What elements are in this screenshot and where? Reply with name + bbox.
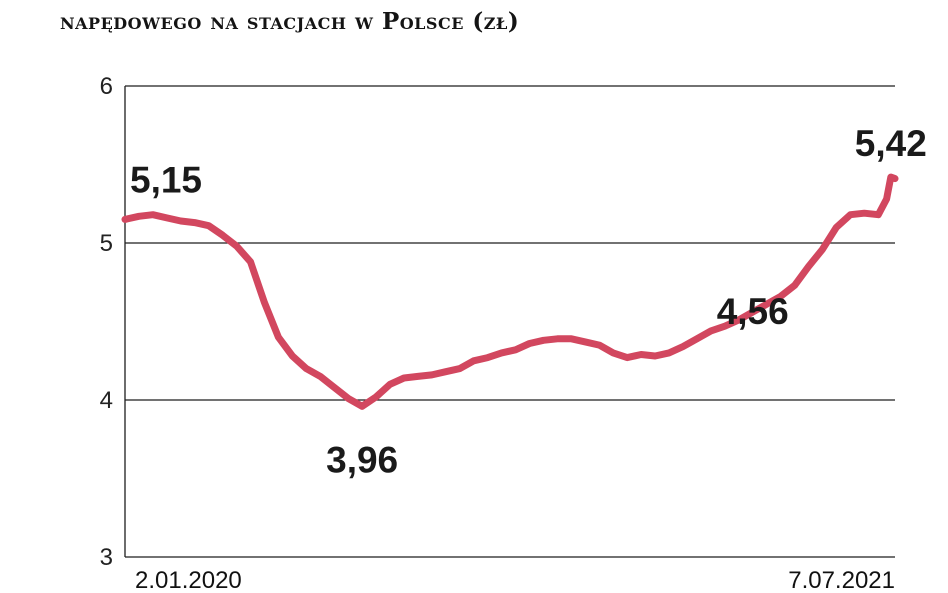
data-label-2: 4,56 — [717, 291, 789, 332]
y-tick-label-3: 3 — [100, 544, 113, 571]
data-label-0: 5,15 — [130, 159, 202, 200]
x-tick-label-end: 7.07.2021 — [788, 567, 895, 593]
y-tick-label-5: 5 — [100, 230, 113, 257]
chart-title: napędowego na stacjach w Polsce (zł) — [60, 8, 520, 35]
data-label-1: 3,96 — [326, 439, 398, 480]
series-line-0 — [121, 173, 899, 410]
data-label-3: 5,42 — [855, 123, 927, 164]
y-tick-label-6: 6 — [100, 73, 113, 100]
x-tick-label-start: 2.01.2020 — [135, 567, 242, 593]
y-tick-label-4: 4 — [100, 387, 113, 414]
